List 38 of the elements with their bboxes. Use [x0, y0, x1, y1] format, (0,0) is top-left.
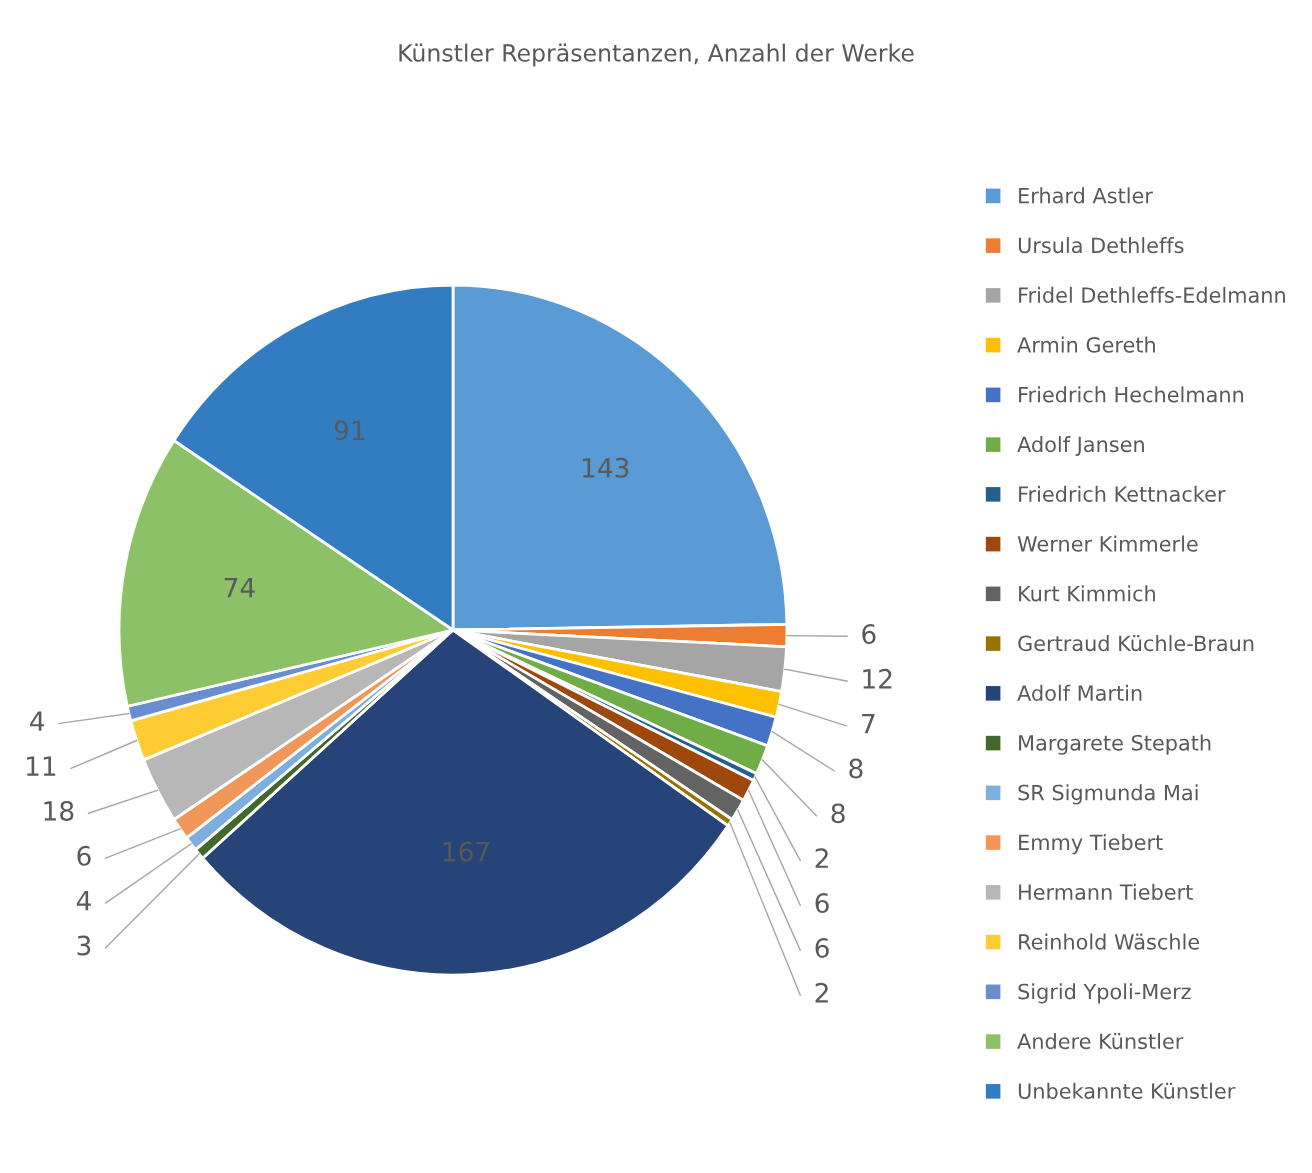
data-label: 12	[863, 668, 892, 689]
legend-label: Sigrid Ypoli-Merz	[1018, 983, 1191, 1004]
legend-label: Andere Künstler	[1017, 1033, 1184, 1050]
data-label: 8	[831, 803, 845, 824]
data-label: 6	[77, 845, 91, 866]
data-label: 3	[77, 935, 91, 956]
legend-label: Fridel Dethleffs-Edelmann	[1019, 286, 1285, 303]
legend-label: Reinhold Wäschle	[1019, 933, 1200, 950]
data-label: 18	[44, 800, 74, 821]
data-label: 7	[862, 714, 875, 734]
legend-label: Friedrich Hechelmann	[1019, 386, 1244, 403]
legend-label: Friedrich Kettnacker	[1019, 485, 1226, 502]
data-label: 8	[849, 758, 863, 779]
data-label: 4	[76, 891, 91, 911]
legend-label: SR Sigmunda Mai	[1018, 784, 1198, 805]
data-label: 2	[815, 982, 828, 1003]
legend-label: Ursula Dethleffs	[1018, 237, 1184, 254]
legend-label: Kurt Kimmich	[1019, 585, 1155, 602]
legend-label: Adolf Jansen	[1017, 436, 1144, 457]
data-label: 6	[862, 624, 876, 644]
legend-label: Emmy Tiebert	[1019, 834, 1163, 855]
legend-label: Werner Kimmerle	[1017, 535, 1198, 552]
data-label: 143	[582, 457, 629, 478]
legend-label: Adolf Martin	[1017, 684, 1142, 701]
data-label: 11	[26, 756, 56, 776]
legend-label: Margarete Stepath	[1019, 734, 1211, 755]
data-label: 91	[334, 420, 365, 441]
data-label: 6	[815, 937, 829, 958]
data-label: 4	[30, 711, 45, 731]
data-label: 6	[815, 893, 829, 914]
chart-title: Künstler Repräsentanzen, Anzahl der Werke	[399, 43, 914, 67]
legend-label: Hermann Tiebert	[1019, 883, 1193, 900]
legend-label: Unbekannte Künstler	[1018, 1082, 1236, 1099]
legend-label: Gertraud Küchle-Braun	[1018, 635, 1254, 652]
legend-label: Armin Gereth	[1017, 336, 1155, 353]
data-label: 2	[815, 848, 828, 868]
data-label: 74	[224, 578, 255, 598]
legend-label: Erhard Astler	[1019, 187, 1153, 204]
